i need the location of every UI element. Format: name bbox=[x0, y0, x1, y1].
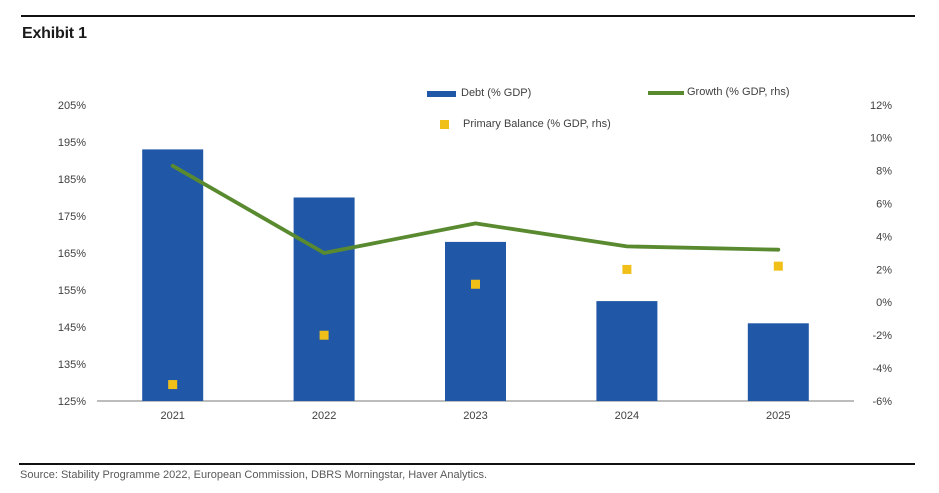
debt-legend-swatch bbox=[427, 90, 456, 97]
right-axis-tick: -4% bbox=[872, 363, 892, 375]
growth-line bbox=[170, 163, 781, 255]
left-axis-tick: 155% bbox=[58, 285, 86, 297]
right-axis-tick: 6% bbox=[876, 199, 892, 211]
right-axis-tick: 0% bbox=[876, 297, 892, 309]
debt-legend-label: Debt (% GDP) bbox=[461, 87, 532, 99]
right-axis-tick: 4% bbox=[876, 231, 892, 243]
primary-balance-marker-2024 bbox=[622, 264, 632, 274]
debt-bar-2021 bbox=[142, 149, 204, 401]
exhibit-title: Exhibit 1 bbox=[22, 25, 87, 42]
debt-bar-2022 bbox=[293, 197, 355, 401]
x-axis-label: 2023 bbox=[463, 410, 487, 422]
left-axis-tick: 165% bbox=[58, 248, 86, 260]
debt-bar-2025 bbox=[747, 323, 809, 401]
growth-legend-swatch bbox=[648, 90, 684, 95]
right-axis-tick: 8% bbox=[876, 166, 892, 178]
x-axis-label: 2022 bbox=[312, 410, 336, 422]
right-axis-tick: 12% bbox=[870, 100, 892, 112]
right-axis-tick: 10% bbox=[870, 133, 892, 145]
left-axis-tick: 125% bbox=[58, 396, 86, 408]
primary-balance-legend-label: Primary Balance (% GDP, rhs) bbox=[463, 118, 611, 130]
left-axis-tick: 195% bbox=[58, 137, 86, 149]
debt-bar-2023 bbox=[445, 241, 506, 401]
x-axis-label: 2021 bbox=[160, 410, 184, 422]
top-divider bbox=[21, 15, 915, 17]
debt-bar-2024 bbox=[596, 301, 658, 401]
growth-legend-label: Growth (% GDP, rhs) bbox=[687, 86, 790, 98]
bottom-divider bbox=[19, 463, 915, 465]
left-axis-tick: 135% bbox=[58, 359, 86, 371]
left-axis-tick: 185% bbox=[58, 174, 86, 186]
left-axis-tick: 175% bbox=[58, 211, 86, 223]
legend-item-growth: Growth (% GDP, rhs) bbox=[648, 87, 790, 98]
right-axis-tick: -2% bbox=[872, 330, 892, 342]
x-axis-label: 2025 bbox=[766, 410, 790, 422]
x-axis-label: 2024 bbox=[615, 410, 639, 422]
primary-balance-marker-2023 bbox=[471, 279, 480, 289]
primary-balance-marker-2025 bbox=[773, 261, 783, 271]
right-axis-tick: -6% bbox=[872, 396, 892, 408]
left-axis-tick: 145% bbox=[58, 322, 86, 334]
legend-item-debt: Debt (% GDP) bbox=[427, 88, 531, 99]
source-text: Source: Stability Programme 2022, Europe… bbox=[20, 469, 488, 481]
legend-item-primary-balance: Primary Balance (% GDP, rhs) bbox=[440, 119, 611, 130]
primary-balance-marker-2022 bbox=[319, 330, 329, 340]
primary-balance-marker-2021 bbox=[168, 380, 178, 390]
primary-balance-legend-swatch bbox=[440, 120, 449, 129]
left-axis-tick: 205% bbox=[58, 100, 86, 112]
right-axis-tick: 2% bbox=[876, 264, 892, 276]
